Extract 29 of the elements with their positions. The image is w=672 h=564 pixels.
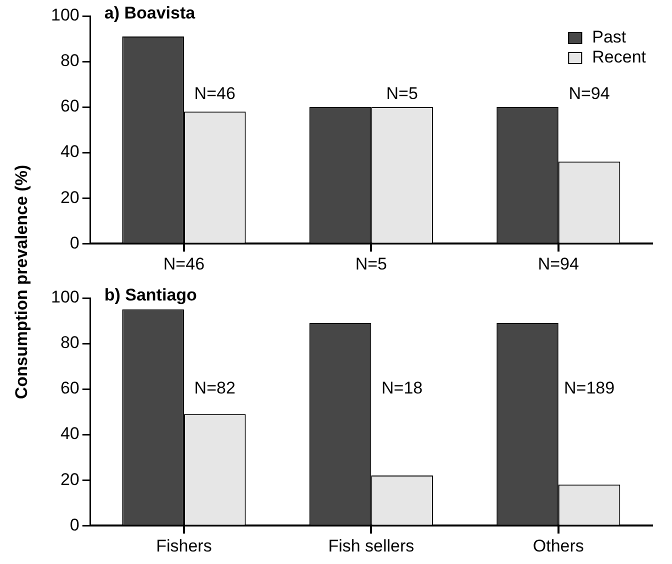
y-tick-label: 100 — [50, 6, 80, 25]
legend-label: Recent — [592, 48, 646, 67]
x-tick-label: N=94 — [538, 254, 579, 274]
y-tick-label: 40 — [60, 424, 80, 444]
x-tick-label: Fish sellers — [328, 536, 414, 556]
x-tick-label: N=46 — [163, 254, 205, 274]
y-tick-label: 20 — [60, 188, 80, 207]
legend-label: Past — [592, 28, 626, 47]
annotation: N=189 — [564, 378, 615, 398]
chart-title: b) Santiago — [104, 286, 197, 305]
x-tick-label: Fishers — [156, 536, 212, 556]
y-tick-label: 100 — [50, 288, 80, 307]
annotation: N=82 — [194, 378, 236, 398]
chart-title: a) Boavista — [104, 4, 196, 23]
y-tick-label: 40 — [60, 142, 80, 162]
y-tick-label: 80 — [60, 333, 80, 352]
annotation: N=18 — [382, 378, 423, 398]
annotation: N=94 — [568, 84, 610, 104]
y-tick-label: 20 — [60, 470, 80, 489]
y-tick-label: 0 — [70, 233, 80, 252]
annotation: N=46 — [194, 84, 236, 104]
y-tick-label: 0 — [70, 515, 80, 534]
x-tick-label: Others — [532, 536, 584, 556]
y-axis-title: Consumption prevalence (%) — [12, 164, 32, 400]
y-tick-label: 80 — [60, 51, 80, 70]
y-tick-label: 60 — [60, 378, 80, 398]
annotation: N=5 — [386, 84, 418, 104]
y-tick-label: 60 — [60, 96, 80, 116]
x-tick-label: N=5 — [355, 254, 388, 274]
